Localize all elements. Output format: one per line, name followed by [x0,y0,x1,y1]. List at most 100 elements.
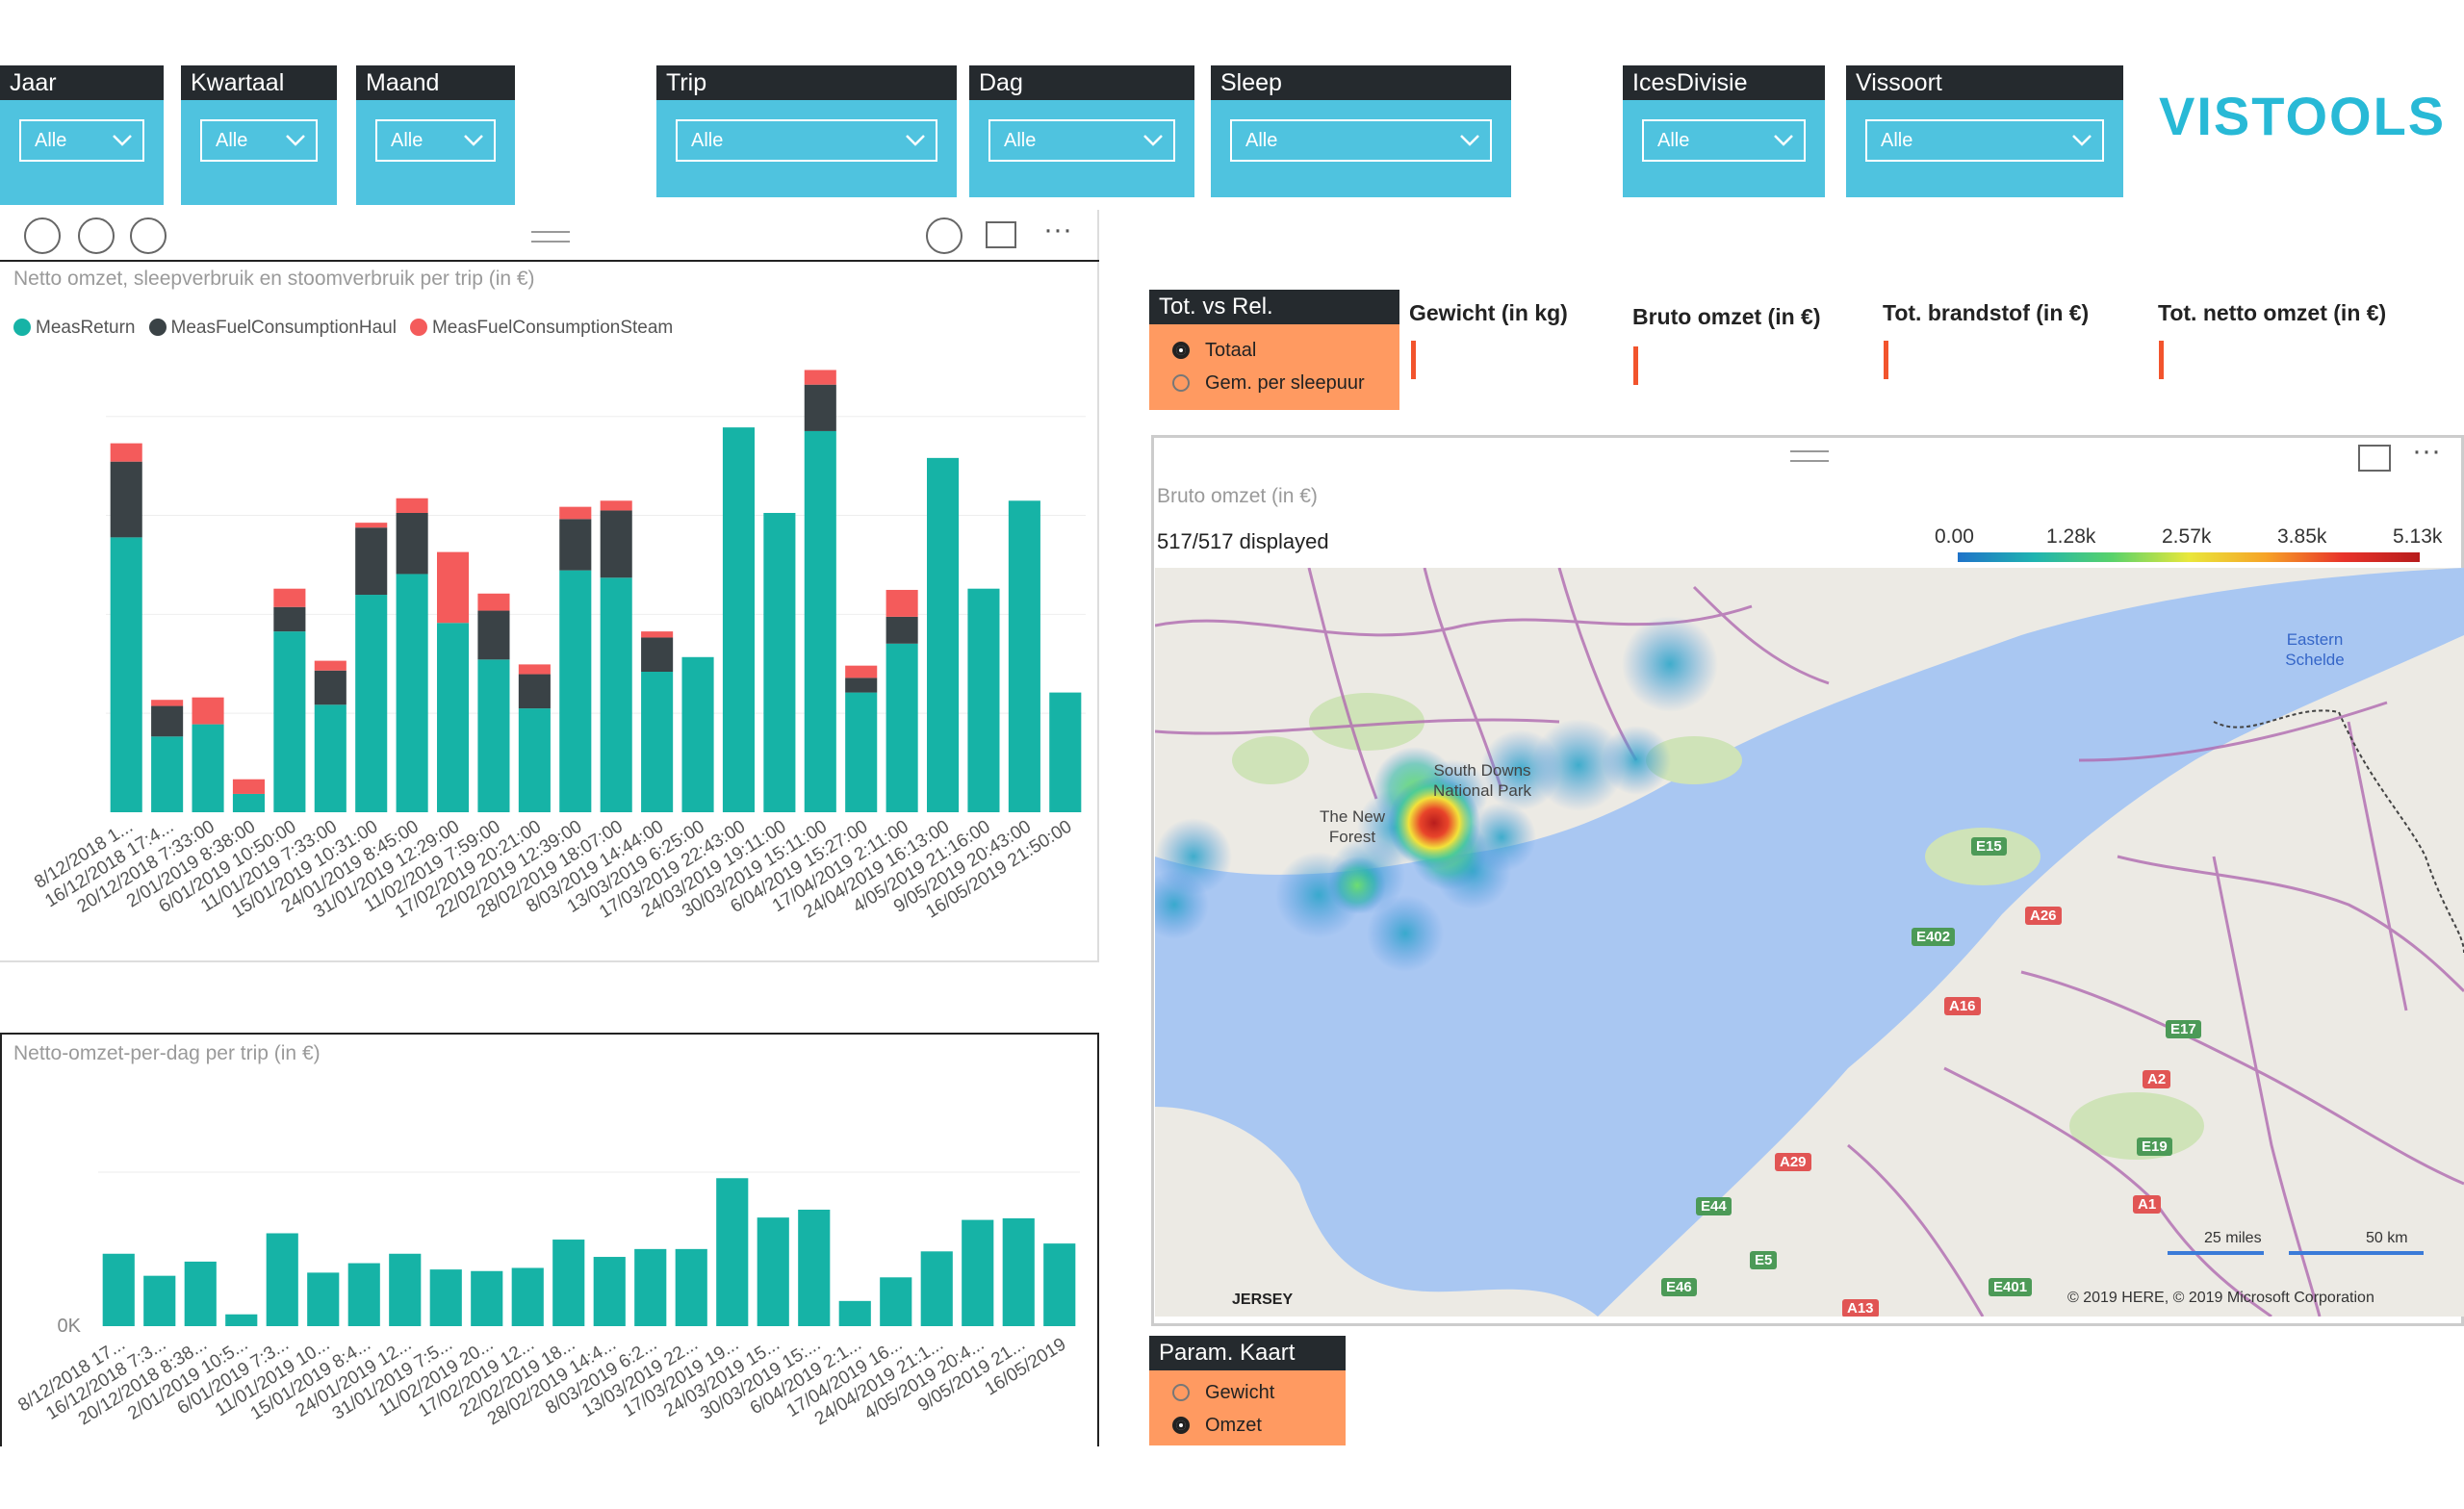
slicer-dropdown-dag[interactable]: Alle [988,119,1175,162]
bar-MeasFuelConsumptionHaul[interactable] [273,606,306,632]
bar[interactable] [593,1257,626,1326]
legend-item[interactable]: MeasFuelConsumptionHaul [148,318,397,339]
slicer-dropdown-jaar[interactable]: Alle [19,119,144,162]
bar[interactable] [184,1261,217,1326]
bar-MeasFuelConsumptionSteam[interactable] [518,664,551,675]
bar-MeasFuelConsumptionHaul[interactable] [151,705,184,737]
bar[interactable] [880,1277,912,1326]
bar-MeasFuelConsumptionSteam[interactable] [436,551,470,624]
bar[interactable] [634,1248,667,1326]
bar[interactable] [552,1240,585,1326]
slicer-dropdown-trip[interactable]: Alle [676,119,937,162]
bar[interactable] [757,1217,789,1326]
bar-MeasReturn[interactable] [314,704,346,812]
bar[interactable] [471,1270,503,1326]
drag-handle-icon[interactable] [531,231,570,243]
bar[interactable] [225,1314,258,1326]
bar-MeasFuelConsumptionSteam[interactable] [192,697,224,725]
bar-MeasFuelConsumptionHaul[interactable] [110,461,142,538]
bar-MeasFuelConsumptionSteam[interactable] [559,506,592,520]
radio-totaal[interactable]: Totaal [1172,340,1256,362]
bar-MeasReturn[interactable] [355,595,388,812]
bar-MeasReturn[interactable] [926,457,960,812]
bar-MeasReturn[interactable] [110,537,142,812]
bar-MeasFuelConsumptionSteam[interactable] [845,665,878,678]
more-options-icon[interactable]: ··· [2412,435,2441,467]
bar-MeasReturn[interactable] [886,643,918,812]
bar-MeasFuelConsumptionHaul[interactable] [518,674,551,709]
bar-MeasReturn[interactable] [641,672,674,812]
focus-mode-icon[interactable] [2358,445,2391,472]
bar-MeasReturn[interactable] [396,574,428,812]
bar-MeasFuelConsumptionHaul[interactable] [477,610,510,660]
bar-MeasReturn[interactable] [477,659,510,812]
bar-MeasFuelConsumptionSteam[interactable] [641,631,674,638]
drag-handle-icon[interactable] [1790,450,1829,462]
bar-MeasFuelConsumptionSteam[interactable] [151,700,184,706]
bar[interactable] [1043,1243,1076,1326]
bar-MeasFuelConsumptionHaul[interactable] [559,519,592,571]
slicer-dropdown-maand[interactable]: Alle [375,119,496,162]
bar[interactable] [307,1272,340,1326]
slicer-dropdown-kwartaal[interactable]: Alle [200,119,318,162]
bar[interactable] [798,1209,831,1326]
bar-MeasReturn[interactable] [1049,692,1082,812]
bar-MeasFuelConsumptionSteam[interactable] [232,779,266,794]
bar[interactable] [266,1233,298,1326]
radio-gem-per-sleepuur[interactable]: Gem. per sleepuur [1172,372,1365,395]
bar[interactable] [102,1253,135,1326]
bar-MeasFuelConsumptionSteam[interactable] [600,500,632,511]
bar[interactable] [429,1269,462,1326]
bar[interactable] [389,1253,422,1326]
bar-MeasFuelConsumptionHaul[interactable] [355,527,388,596]
bar-MeasFuelConsumptionSteam[interactable] [314,660,346,671]
drill-down-icon[interactable] [78,217,115,254]
radio-omzet[interactable]: Omzet [1172,1415,1262,1437]
bar-MeasReturn[interactable] [436,623,470,812]
bar[interactable] [511,1267,544,1326]
map-view[interactable]: South Downs National Park The New Forest… [1155,568,2464,1317]
bar-MeasReturn[interactable] [151,736,184,812]
bar[interactable] [347,1263,380,1326]
bar-MeasFuelConsumptionSteam[interactable] [273,588,306,607]
bar-MeasReturn[interactable] [600,577,632,812]
bar-MeasFuelConsumptionHaul[interactable] [804,384,836,431]
bar[interactable] [143,1275,176,1326]
bar-MeasFuelConsumptionHaul[interactable] [886,616,918,644]
bar-MeasReturn[interactable] [722,427,756,812]
bar-MeasReturn[interactable] [845,692,878,812]
bar-MeasFuelConsumptionSteam[interactable] [396,498,428,513]
bar-MeasFuelConsumptionHaul[interactable] [314,670,346,705]
slicer-dropdown-sleep[interactable]: Alle [1230,119,1492,162]
bar-MeasReturn[interactable] [967,588,1000,812]
bar-MeasFuelConsumptionSteam[interactable] [110,443,142,462]
bar[interactable] [962,1219,994,1326]
bar-MeasReturn[interactable] [518,708,551,812]
slicer-dropdown-vissoort[interactable]: Alle [1865,119,2104,162]
bar-MeasFuelConsumptionSteam[interactable] [477,593,510,611]
bar[interactable] [920,1251,953,1326]
bar-MeasFuelConsumptionHaul[interactable] [641,637,674,673]
bar[interactable] [1002,1217,1035,1326]
focus-mode-icon[interactable] [986,221,1016,248]
bar-MeasReturn[interactable] [804,430,836,812]
slicer-dropdown-icesdivisie[interactable]: Alle [1642,119,1806,162]
drill-mode-icon[interactable] [926,217,962,254]
more-options-icon[interactable]: ··· [1043,214,1072,245]
bar[interactable] [838,1300,871,1326]
legend-item[interactable]: MeasReturn [13,318,136,339]
expand-hierarchy-icon[interactable] [130,217,167,254]
bar-MeasFuelConsumptionHaul[interactable] [600,510,632,578]
bar-MeasFuelConsumptionHaul[interactable] [845,678,878,693]
bar-MeasReturn[interactable] [681,656,714,812]
bar-MeasReturn[interactable] [763,512,796,812]
legend-item[interactable]: MeasFuelConsumptionSteam [409,318,673,339]
bar-MeasReturn[interactable] [559,570,592,812]
drill-up-icon[interactable] [24,217,61,254]
bar-MeasFuelConsumptionSteam[interactable] [804,370,836,385]
bar[interactable] [675,1248,707,1326]
bar-MeasFuelConsumptionHaul[interactable] [396,512,428,575]
bar[interactable] [716,1178,749,1326]
bar-MeasReturn[interactable] [273,631,306,812]
radio-gewicht[interactable]: Gewicht [1172,1382,1274,1404]
